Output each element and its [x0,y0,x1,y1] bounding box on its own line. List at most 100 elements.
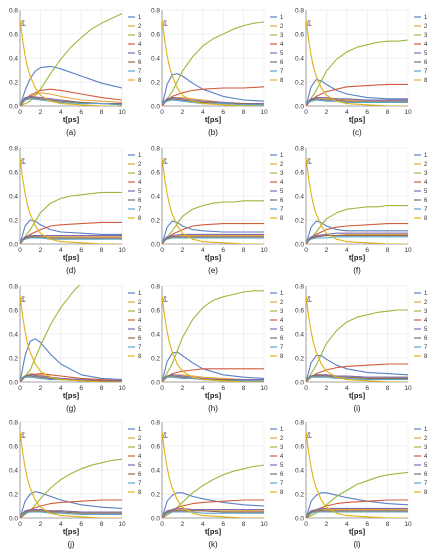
series-line-6 [20,236,122,243]
chart-panel: 0 2 4 6 8 10 0.0 0.2 0.4 0.6 0.8 t[ps] ρᵢᵢ 1 2 3 4 5 6 7 8 (j… [9,419,142,549]
x-tick-label: 4 [201,247,205,254]
legend-label: 1 [280,153,284,159]
legend-label: 5 [280,327,284,333]
legend-label: 8 [280,490,284,496]
series-group [20,431,122,518]
legend-label: 1 [280,427,284,433]
x-tick-label: 0 [160,109,164,116]
y-tick-label: 0.6 [151,443,160,450]
series-line-5 [306,232,408,243]
series-line-5 [20,509,122,517]
x-tick-label: 10 [118,521,126,528]
legend-label: 8 [280,78,284,84]
series-group [306,431,408,518]
legend-label: 2 [138,24,142,30]
series-line-3 [162,21,264,106]
legend-label: 8 [280,216,284,222]
panel-label: (a) [66,128,76,137]
y-tick-label: 0.2 [151,79,160,86]
x-tick-label: 4 [59,385,63,392]
legend-label: 4 [424,454,428,460]
x-tick-label: 8 [386,247,390,254]
series-line-8 [162,157,264,244]
panel-label: (l) [353,540,360,549]
x-tick-label: 0 [304,247,308,254]
legend-label: 3 [424,309,428,315]
x-tick-label: 4 [201,109,205,116]
series-line-7 [306,511,408,517]
series-line-7 [162,237,264,243]
legend-label: 7 [280,69,284,75]
chart-panel: 0 2 4 6 8 10 0.0 0.2 0.4 0.6 0.8 t[ps] ρᵢᵢ 1 2 3 4 5 6 7 8 (e… [151,145,284,275]
series-group [306,295,408,382]
x-tick-label: 8 [386,385,390,392]
series-line-8 [306,157,408,244]
legend-label: 2 [138,436,142,442]
series-line-1 [306,492,408,518]
panel-label: (j) [67,540,74,549]
y-tick-label: 0.2 [295,355,304,362]
x-tick-label: 6 [221,247,225,254]
legend-label: 6 [138,198,142,204]
x-tick-label: 8 [242,109,246,116]
legend-label: 5 [424,463,428,469]
chart-panel: 0 2 4 6 8 10 0.0 0.2 0.4 0.6 0.8 t[ps] ρᵢᵢ 1 2 3 4 5 6 7 8 (l… [295,419,428,549]
series-line-3 [20,13,122,106]
legend-label: 7 [280,481,284,487]
series-line-5 [306,97,408,105]
legend-label: 6 [424,472,428,478]
legend-label: 4 [280,42,284,48]
series-line-7 [162,511,264,517]
panel-label: (i) [353,404,360,413]
x-tick-label: 6 [79,247,83,254]
x-tick-label: 0 [18,109,22,116]
x-tick-label: 6 [79,109,83,116]
y-tick-label: 0.2 [9,217,18,224]
legend-label: 2 [424,24,428,30]
legend-label: 1 [138,427,142,433]
y-tick-label: 0.2 [151,491,160,498]
legend-label: 3 [280,33,284,39]
legend-label: 7 [138,481,142,487]
legend-label: 4 [424,42,428,48]
series-line-7 [162,99,264,106]
x-axis-label: t[ps] [63,527,80,536]
x-tick-label: 8 [386,521,390,528]
legend-label: 5 [280,189,284,195]
legend-label: 4 [138,42,142,48]
x-tick-label: 4 [59,109,63,116]
legend-label: 6 [138,336,142,342]
x-axis-label: t[ps] [205,253,222,262]
legend-label: 8 [424,216,428,222]
series-line-3 [306,205,408,244]
chart-panel: 0 2 4 6 8 10 0.0 0.2 0.4 0.6 0.8 t[ps] ρᵢᵢ 1 2 3 4 5 6 7 8 (k… [151,419,284,549]
x-tick-label: 0 [304,109,308,116]
legend-label: 8 [138,78,142,84]
y-tick-label: 0.4 [9,467,18,474]
panel-label: (g) [66,404,76,413]
x-tick-label: 4 [201,521,205,528]
series-line-1 [306,355,408,382]
legend-label: 7 [424,69,428,75]
series-line-6 [306,510,408,517]
y-tick-label: 0.8 [295,283,304,290]
y-tick-label: 0.8 [151,419,160,426]
y-tick-label: 0.8 [295,145,304,152]
series-line-6 [306,98,408,105]
series-line-1 [20,65,122,106]
legend-label: 6 [280,472,284,478]
series-line-8 [306,19,408,106]
y-tick-label: 0.2 [151,217,160,224]
y-tick-label: 0.2 [295,217,304,224]
legend-label: 7 [280,345,284,351]
y-tick-label: 0.4 [151,331,160,338]
y-axis-label: ρᵢᵢ [161,296,168,302]
x-axis-label: t[ps] [349,115,366,124]
y-tick-label: 0.6 [295,443,304,450]
series-line-8 [20,19,122,106]
x-tick-label: 8 [242,521,246,528]
series-group [20,285,122,382]
x-tick-label: 2 [39,109,43,116]
x-tick-label: 2 [39,521,43,528]
x-tick-label: 10 [404,247,412,254]
